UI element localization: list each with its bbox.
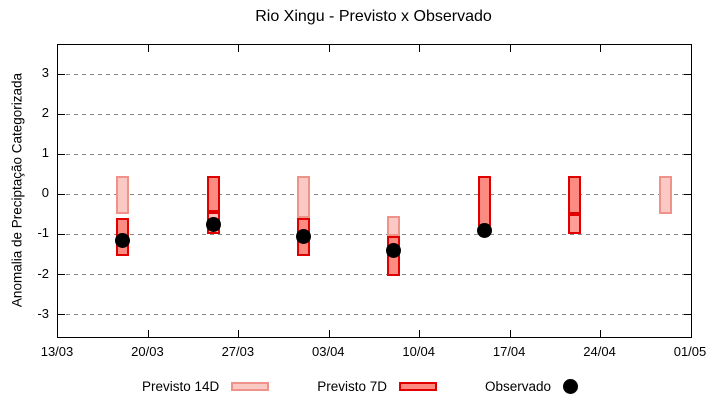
y-tick-mark <box>58 153 65 155</box>
grid-line <box>58 193 691 195</box>
x-tick-mark <box>147 330 149 337</box>
y-tick-mark <box>684 274 691 275</box>
y-tick-mark <box>684 113 691 115</box>
x-tick-label: 24/04 <box>583 344 616 359</box>
y-tick-label: -2 <box>37 265 49 281</box>
x-tick-mark <box>238 330 240 337</box>
forecast-bar-segment <box>206 176 220 213</box>
x-tick-mark <box>147 45 149 52</box>
x-tick-mark <box>600 45 602 52</box>
forecast-bar-segment <box>296 176 310 219</box>
x-tick-mark <box>328 45 330 52</box>
y-tick-mark <box>58 113 65 115</box>
legend-item: Previsto 14D <box>141 378 270 394</box>
plot-area <box>57 44 692 338</box>
grid-line <box>58 233 691 235</box>
observed-dot <box>295 228 311 244</box>
y-tick-label: -1 <box>37 225 49 241</box>
x-tick-mark <box>509 45 511 52</box>
legend-swatch <box>231 381 270 391</box>
forecast-bar-segment <box>477 176 491 227</box>
y-tick-mark <box>684 73 691 75</box>
y-tick-mark <box>684 153 691 155</box>
chart-title: Rio Xingu - Previsto x Observado <box>255 8 492 25</box>
legend-item: Previsto 7D <box>317 378 438 394</box>
legend-label: Previsto 7D <box>317 378 388 394</box>
x-tick-mark <box>328 330 330 337</box>
observed-dot-swatch <box>563 378 579 394</box>
x-tick-label: 27/03 <box>221 344 255 359</box>
legend-label: Previsto 14D <box>141 378 220 394</box>
legend-swatch <box>399 381 438 391</box>
observed-dot <box>476 222 492 238</box>
x-tick-mark <box>509 330 511 337</box>
forecast-bar-segment <box>568 176 582 215</box>
y-tick-mark <box>58 73 65 75</box>
legend: Previsto 14D Previsto 7D Observado <box>0 374 720 398</box>
forecast-bar-segment <box>568 214 582 235</box>
y-tick-label: 2 <box>41 105 49 121</box>
y-tick-mark <box>58 233 65 235</box>
y-tick-mark <box>684 193 691 195</box>
x-tick-label: 20/03 <box>131 344 164 359</box>
y-tick-mark <box>684 233 691 235</box>
y-tick-mark <box>58 274 65 275</box>
y-tick-mark <box>684 314 691 316</box>
forecast-bar-segment <box>387 216 401 237</box>
x-tick-mark <box>419 45 421 52</box>
x-tick-label: 17/04 <box>492 344 526 359</box>
forecast-bar-segment <box>658 176 672 215</box>
y-tick-label: 1 <box>41 145 49 161</box>
x-tick-mark <box>600 330 602 337</box>
x-tick-label: 01/05 <box>673 344 707 359</box>
x-tick-label: 03/04 <box>312 344 345 359</box>
observed-dot <box>115 232 131 248</box>
grid-line <box>58 314 691 316</box>
forecast-bar-segment <box>116 176 130 215</box>
y-tick-label: 0 <box>41 185 49 201</box>
grid-line <box>58 153 691 155</box>
y-tick-mark <box>58 314 65 316</box>
legend-item: Observado <box>485 378 579 394</box>
x-tick-mark <box>238 45 240 52</box>
observed-dot <box>205 216 221 232</box>
grid-line <box>58 73 691 75</box>
x-tick-label: 10/04 <box>402 344 435 359</box>
x-tick-label: 13/03 <box>40 344 74 359</box>
legend-label: Observado <box>485 378 552 394</box>
y-tick-mark <box>58 193 65 195</box>
grid-line <box>58 274 691 275</box>
x-tick-mark <box>419 330 421 337</box>
observed-dot <box>386 242 402 258</box>
grid-line <box>58 113 691 115</box>
y-tick-label: 3 <box>41 65 49 80</box>
y-tick-label: -3 <box>37 305 49 321</box>
